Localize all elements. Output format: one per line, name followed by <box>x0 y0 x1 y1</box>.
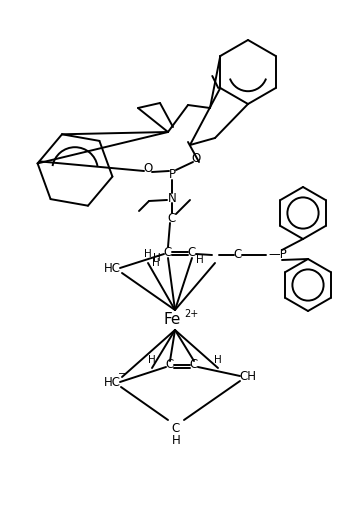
Text: —P: —P <box>268 249 287 262</box>
Text: H: H <box>144 249 152 259</box>
Text: H: H <box>196 255 204 265</box>
Text: C: C <box>166 358 174 371</box>
Text: HC: HC <box>103 376 120 389</box>
Text: N: N <box>168 192 176 205</box>
Text: C: C <box>190 358 198 371</box>
Text: H: H <box>214 355 222 365</box>
Text: P: P <box>169 168 176 181</box>
Text: HC: HC <box>103 262 120 275</box>
Text: H: H <box>153 253 161 263</box>
Text: O: O <box>143 162 153 175</box>
Text: O: O <box>191 152 201 165</box>
Text: C: C <box>168 212 176 225</box>
Text: H: H <box>148 355 156 365</box>
Text: CH: CH <box>239 369 257 382</box>
Text: C: C <box>188 245 196 258</box>
Text: H: H <box>152 258 160 268</box>
Text: 2+: 2+ <box>184 309 198 319</box>
Text: C: C <box>234 249 242 262</box>
Text: C: C <box>172 421 180 435</box>
Text: C: C <box>164 245 172 258</box>
Text: −: − <box>118 369 126 379</box>
Text: H: H <box>172 435 180 448</box>
Text: Fe: Fe <box>163 313 181 328</box>
